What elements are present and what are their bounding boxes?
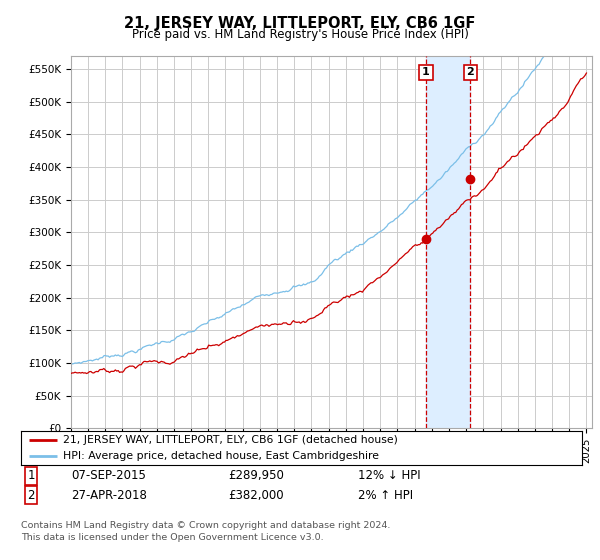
Bar (426, 56, 470, 428)
Text: Contains HM Land Registry data © Crown copyright and database right 2024.: Contains HM Land Registry data © Crown c… (21, 521, 391, 530)
Text: 12% ↓ HPI: 12% ↓ HPI (358, 469, 420, 482)
Text: This data is licensed under the Open Government Licence v3.0.: This data is licensed under the Open Gov… (21, 533, 323, 543)
Text: HPI: Average price, detached house, East Cambridgeshire: HPI: Average price, detached house, East… (63, 451, 379, 461)
Text: £382,000: £382,000 (229, 489, 284, 502)
Text: 1: 1 (422, 67, 430, 77)
Text: 27-APR-2018: 27-APR-2018 (71, 489, 148, 502)
Text: 21, JERSEY WAY, LITTLEPORT, ELY, CB6 1GF (detached house): 21, JERSEY WAY, LITTLEPORT, ELY, CB6 1GF… (63, 435, 398, 445)
Text: Price paid vs. HM Land Registry's House Price Index (HPI): Price paid vs. HM Land Registry's House … (131, 28, 469, 41)
Text: 2% ↑ HPI: 2% ↑ HPI (358, 489, 413, 502)
Text: £289,950: £289,950 (229, 469, 284, 482)
Text: 2: 2 (467, 67, 474, 77)
Text: 07-SEP-2015: 07-SEP-2015 (71, 469, 146, 482)
Text: 2: 2 (28, 489, 35, 502)
Text: 21, JERSEY WAY, LITTLEPORT, ELY, CB6 1GF: 21, JERSEY WAY, LITTLEPORT, ELY, CB6 1GF (124, 16, 476, 31)
Text: 1: 1 (28, 469, 35, 482)
